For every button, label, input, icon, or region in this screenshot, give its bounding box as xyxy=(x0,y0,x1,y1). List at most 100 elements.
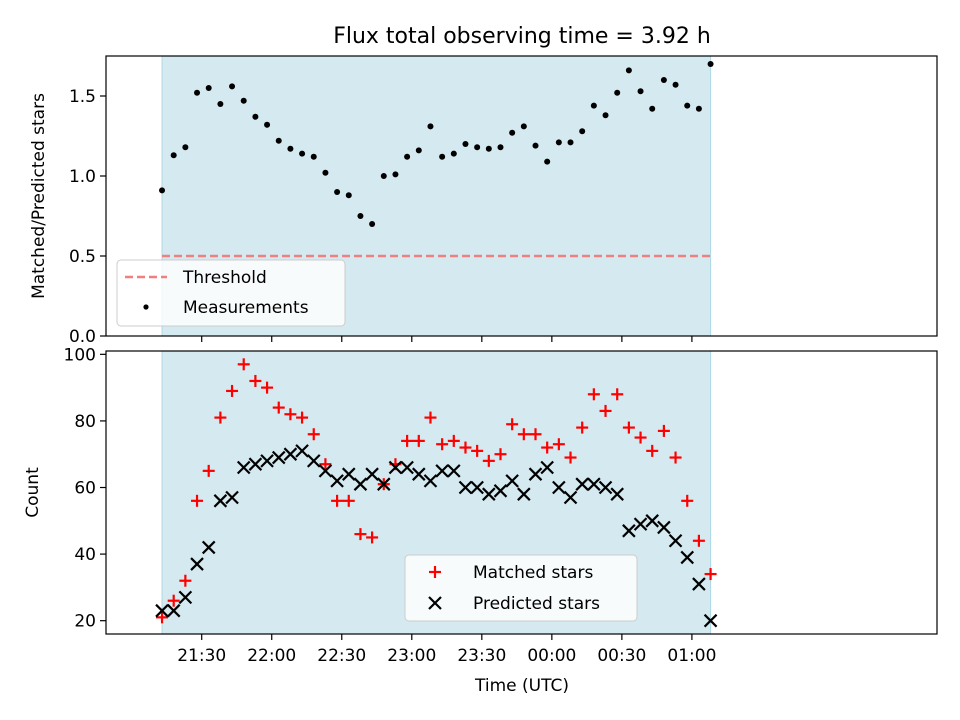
matched-star-point xyxy=(202,464,215,477)
x-tick-label: 22:30 xyxy=(317,646,366,666)
threshold-legend-label: Threshold xyxy=(182,268,267,288)
predicted-star-point xyxy=(447,464,461,478)
measurements-legend-label: Measurements xyxy=(183,298,309,318)
measurement-point xyxy=(205,85,212,91)
measurement-point xyxy=(380,173,387,179)
predicted-star-point xyxy=(482,487,496,501)
x-tick-label: 01:00 xyxy=(667,646,716,666)
predicted-star-mark-b xyxy=(587,477,601,491)
bot-y-tick-label: 40 xyxy=(74,545,96,565)
predicted-star-mark-b xyxy=(400,460,414,475)
predicted-star-point xyxy=(622,524,636,538)
predicted-star-mark-b xyxy=(248,457,263,471)
predicted-star-mark-b xyxy=(668,533,683,548)
matched-star-point xyxy=(366,531,379,544)
measurement-point xyxy=(357,213,364,219)
measurement-point xyxy=(625,67,632,74)
measurement-point xyxy=(182,144,189,151)
predicted-star-mark-b xyxy=(260,454,274,468)
measurement-point xyxy=(369,221,376,227)
predicted-star-point xyxy=(166,603,181,618)
predicted-star-point xyxy=(295,444,309,458)
measurements-legend-marker xyxy=(143,304,149,310)
matched-star-point xyxy=(529,428,542,441)
predicted-star-mark-b xyxy=(236,460,251,475)
bottom-panel: 20 40 60 80 100 21:30 22:00 22:30 23:00 23:30 00:… xyxy=(23,345,938,666)
top-y-axis-label: Matched/Predicted stars xyxy=(29,93,49,299)
matched-star-point xyxy=(506,418,519,431)
matched-star-point xyxy=(319,458,332,471)
predicted-star-point xyxy=(703,613,718,628)
matched-star-point xyxy=(681,494,694,507)
predicted-star-mark-b xyxy=(517,487,531,501)
measurement-point xyxy=(427,123,434,130)
predicted-star-point xyxy=(201,540,216,555)
matched-star-point xyxy=(552,438,565,451)
top-axes-frame xyxy=(105,55,938,337)
measurement-point xyxy=(649,105,656,112)
measurement-point xyxy=(497,144,504,151)
matched-star-point xyxy=(447,434,460,447)
predicted-star-mark-b xyxy=(190,557,204,571)
measurement-point xyxy=(509,129,516,136)
predicted-star-mark-b xyxy=(447,464,461,478)
matched-star-point xyxy=(541,441,554,454)
matched-star-point xyxy=(401,434,414,447)
predicted-star-mark-b xyxy=(201,540,216,555)
x-tick-label: 00:00 xyxy=(527,646,576,666)
x-tick-label: 22:00 xyxy=(247,646,296,666)
predicted-star-point xyxy=(657,520,671,535)
predicted-star-point xyxy=(225,490,239,505)
measurement-point xyxy=(660,77,667,83)
predicted-star-mark-b xyxy=(271,450,286,465)
bottom-x-axis: 21:30 22:00 22:30 23:00 23:30 00:00 00:30 01:00 xyxy=(177,634,716,666)
measurement-point xyxy=(614,89,621,96)
measurement-point xyxy=(345,192,352,199)
predicted-star-mark-b xyxy=(283,447,298,461)
predicted-star-point xyxy=(633,517,648,531)
bottom-axes-frame xyxy=(105,350,938,635)
measurement-point xyxy=(310,153,317,160)
predicted-star-mark-b xyxy=(563,490,578,505)
predicted-star-mark-b xyxy=(435,464,449,478)
matched-star-point xyxy=(167,594,180,607)
matched-star-point xyxy=(459,441,472,454)
matched-star-point xyxy=(704,568,717,581)
matched-star-point xyxy=(424,411,437,424)
predicted-star-mark-b xyxy=(633,517,648,531)
predicted-star-mark-b xyxy=(353,477,368,491)
measurement-point xyxy=(439,153,446,160)
predicted-star-point xyxy=(610,487,624,501)
bot-y-tick-label: 20 xyxy=(74,612,96,632)
predicted-star-mark-b xyxy=(458,480,473,495)
predicted-star-point xyxy=(341,467,356,481)
matched-star-point xyxy=(249,374,262,387)
predicted-star-point xyxy=(412,467,426,481)
predicted-star-point xyxy=(248,457,263,471)
predicted-star-point xyxy=(575,477,589,491)
matched-star-point xyxy=(156,611,169,624)
matched-star-point xyxy=(179,574,192,587)
measurement-point xyxy=(485,145,492,152)
measurement-point xyxy=(544,158,551,165)
predicted-star-point xyxy=(505,474,519,488)
bottom-legend-box xyxy=(404,554,638,622)
predicted-star-mark-b xyxy=(423,474,438,488)
predicted-star-point xyxy=(587,477,601,491)
predicted-star-point xyxy=(493,484,508,498)
x-tick-label: 23:30 xyxy=(457,646,506,666)
matched-star-point xyxy=(261,381,274,394)
measurement-point xyxy=(322,169,329,176)
measurement-point xyxy=(229,83,236,90)
top-y-tick-label: 1.5 xyxy=(69,87,96,107)
predicted-star-mark-b xyxy=(493,484,508,498)
top-panel: 0.0 0.5 1.0 1.5 Matched/Predicted stars Thr… xyxy=(29,55,938,347)
measurement-point xyxy=(217,101,224,107)
measurement-point xyxy=(684,102,691,109)
predicted-star-point xyxy=(318,464,333,478)
predicted-star-point xyxy=(388,460,403,475)
predicted-star-point xyxy=(517,487,531,501)
measurement-point xyxy=(170,152,177,159)
predicted-star-point xyxy=(528,467,543,481)
